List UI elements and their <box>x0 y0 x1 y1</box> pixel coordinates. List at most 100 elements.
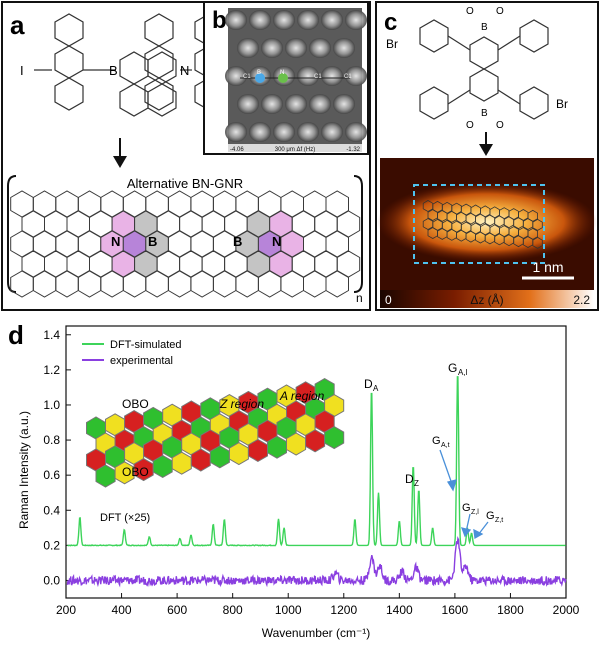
gnr-atom-n2: N <box>272 234 281 249</box>
svg-text:D: D <box>364 377 373 391</box>
stm-spot <box>321 66 343 86</box>
bromine-right: Br <box>556 97 568 111</box>
inset-hex-cell <box>190 448 211 472</box>
x-axis-label: Wavenumber (cm⁻¹) <box>262 626 371 640</box>
series-line-experimental <box>66 535 567 588</box>
x-tick-label: 800 <box>223 603 243 617</box>
oxygen-3: O <box>466 120 474 131</box>
afm-overlay-structure <box>422 200 543 249</box>
afm-hex-cell <box>513 235 524 248</box>
series-line-dft <box>67 376 566 547</box>
afm-dashed-box <box>413 184 545 264</box>
svg-text:Z,t: Z,t <box>495 517 503 524</box>
x-tick-label: 1000 <box>275 603 302 617</box>
boron-label: B <box>109 63 118 78</box>
panel-d-label: d <box>8 320 24 350</box>
inset-hex-cell <box>95 464 116 488</box>
x-tick-label: 400 <box>112 603 132 617</box>
stm-spot <box>237 38 259 58</box>
stm-spot <box>309 38 331 58</box>
y-tick-label: 0.0 <box>43 573 60 587</box>
inset-hex-cell <box>267 435 287 459</box>
inset-hex-cell <box>171 451 192 475</box>
afm-hex-cell <box>456 211 467 224</box>
peak-label-gal: G A,l <box>448 361 468 377</box>
stm-spot <box>321 10 343 30</box>
raman-plot: 200 400 600 800 1000 1200 1400 1600 1800 2000 0.0 0… <box>43 325 580 617</box>
oxygen-1: O <box>466 6 474 17</box>
inset-hex-cell <box>152 454 173 478</box>
afm-hex-cell <box>437 209 448 222</box>
y-tick-label: 0.8 <box>43 433 60 447</box>
peak-label-gat: G A,t <box>432 435 450 449</box>
oxygen-4: O <box>496 120 504 131</box>
svg-text:Z,l: Z,l <box>471 509 479 516</box>
stm-spot <box>225 122 247 142</box>
x-tick-label: 600 <box>167 603 187 617</box>
y-tick-label: 0.2 <box>43 538 60 552</box>
stm-spot <box>249 122 271 142</box>
afm-hex-cell <box>484 232 496 245</box>
afm-hex-cell <box>475 231 486 244</box>
svg-text:G: G <box>432 435 441 447</box>
stm-spot <box>333 38 355 58</box>
afm-hex-cell <box>503 234 515 247</box>
gnr-hex-cell <box>325 270 349 298</box>
afm-hex-cell <box>437 227 448 240</box>
stm-spot <box>285 38 307 58</box>
dft-scale-label: DFT (×25) <box>100 512 150 524</box>
afm-hex-cell <box>427 227 438 239</box>
panel-b-label: b <box>212 7 227 34</box>
inset-hex-cell <box>305 429 326 453</box>
stm-colorbar <box>228 144 362 152</box>
inset-ribbon-structure <box>86 378 345 488</box>
legend-label-dft: DFT-simulated <box>110 339 182 351</box>
gnr-atom-b1: B <box>148 234 157 249</box>
boron-top: B <box>481 22 488 33</box>
stm-spot <box>285 94 307 114</box>
inset-a-region: A region <box>279 389 325 403</box>
stm-mark-0: C1 <box>243 74 251 80</box>
afm-hex-cell <box>422 218 434 230</box>
svg-text:G: G <box>448 361 457 375</box>
peak-label-dz: D Z <box>405 472 419 488</box>
panel-a: a I B N Cl <box>1 1 371 311</box>
svg-text:G: G <box>462 502 471 514</box>
inset-hex-cell <box>228 442 249 466</box>
afm-colorbar-max: 2.2 <box>573 293 590 307</box>
inset-hex-cell <box>324 426 345 450</box>
inset-hex-cell <box>286 432 307 456</box>
afm-hex-cell <box>427 209 438 221</box>
panel-c-frame <box>375 1 599 311</box>
panel-d: d 200 400 600 800 1000 1200 1400 1600 1800 2000 0.… <box>8 320 580 640</box>
legend-label-exp: experimental <box>110 355 173 367</box>
stm-scale-mid: 300 μm Δf (Hz) <box>275 147 315 153</box>
stm-spot <box>261 38 283 58</box>
afm-hex-cell <box>475 213 486 226</box>
stm-spot <box>345 10 367 30</box>
stm-scale-left: -4.06 <box>230 147 244 153</box>
x-tick-label: 200 <box>56 603 76 617</box>
peak-label-da: D A <box>364 377 379 393</box>
panel-a-label: a <box>10 10 25 40</box>
iodine-label: I <box>20 63 24 78</box>
stm-spot <box>261 94 283 114</box>
stm-mark-2: N <box>280 70 284 76</box>
afm-hex-cell <box>456 229 467 242</box>
svg-text:A,t: A,t <box>441 442 450 449</box>
gnr-atom-n1: N <box>111 234 120 249</box>
stm-spot <box>237 94 259 114</box>
stm-spot <box>273 122 295 142</box>
y-axis-label: Raman Intensity (a.u.) <box>17 411 31 529</box>
bromine-left: Br <box>386 37 398 51</box>
boron-bottom: B <box>481 108 488 119</box>
afm-hex-cell <box>522 218 534 230</box>
peak-label-gzl: G Z,l <box>462 502 479 516</box>
gnr-honeycomb <box>10 190 361 298</box>
repeat-label: n <box>356 291 363 305</box>
reaction-arrow-c <box>479 132 493 156</box>
inset-hex-cell <box>247 438 268 462</box>
afm-hex-cell <box>494 233 505 246</box>
inset-obo-top: OBO <box>122 397 149 411</box>
x-tick-label: 1600 <box>442 603 469 617</box>
